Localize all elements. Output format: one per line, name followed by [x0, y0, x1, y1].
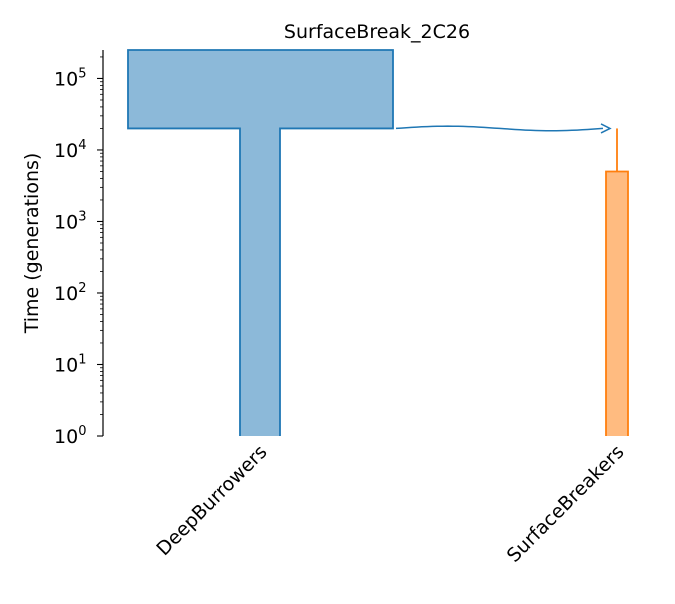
- x-tick-label-surfacebreakers: SurfaceBreakers: [503, 441, 629, 567]
- y-axis-label: Time (generations): [21, 153, 43, 335]
- deme-deepburrowers-fill: [128, 50, 393, 436]
- y-tick-label: 101: [54, 352, 86, 376]
- y-tick-label: 102: [54, 281, 86, 305]
- y-tick-label: 100: [54, 424, 86, 448]
- plot-area: [128, 50, 628, 436]
- y-tick-label: 104: [54, 138, 86, 162]
- chart-title: SurfaceBreak_2C26: [284, 21, 470, 43]
- pulse-arrow: [396, 126, 603, 131]
- y-tick-label: 103: [54, 209, 86, 233]
- deme-surfacebreakers-fill: [606, 171, 628, 436]
- x-tick-labels: DeepBurrowers SurfaceBreakers: [152, 441, 628, 567]
- y-axis: 100 101 102 103 104 105: [54, 50, 103, 448]
- y-tick-label: 105: [54, 66, 86, 90]
- x-tick-label-deepburrowers: DeepBurrowers: [152, 441, 271, 560]
